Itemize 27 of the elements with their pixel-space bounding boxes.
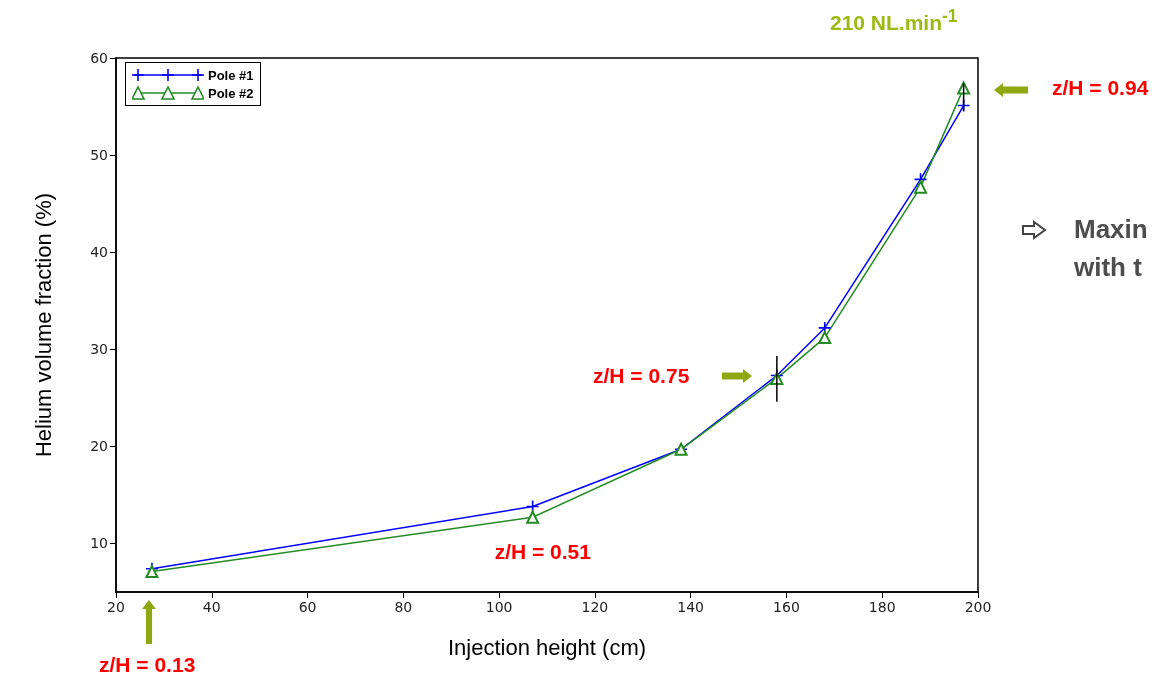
x-tick-label: 60 [298,599,317,615]
y-tick-label: 30 [90,341,108,358]
text: Maxin [1074,214,1148,245]
x-tick-label: 180 [868,599,896,615]
legend-label: Pole #2 [208,85,254,101]
text: z/H = 0.94 [1052,76,1149,100]
y-tick-label: 50 [90,147,108,164]
x-axis-title: Injection height (cm) [447,634,647,660]
legend-label: Pole #1 [208,67,254,83]
y-tick-label: 20 [90,438,108,455]
y-axis-title: Helium volume fraction (%) [30,192,56,458]
y-tick-label: 10 [90,535,108,552]
x-tick-label: 20 [107,599,125,615]
text: z/H = 0.13 [99,653,196,677]
x-tick-label: 80 [394,599,413,615]
annotation: z/H = 0.75 [593,364,690,388]
x-tick-label: 140 [677,599,705,615]
chart-title: 210 NL.min$^{-1}$ [830,6,958,35]
text: with t [1074,252,1142,283]
x-tick-label: 100 [485,599,513,615]
y-tick-label: 40 [90,244,108,261]
x-tick-label: 200 [964,599,992,615]
x-tick-label: 120 [581,599,609,615]
x-tick-label: 40 [202,599,221,615]
x-tick-label: 160 [773,599,800,615]
annotation: z/H = 0.51 [494,540,591,565]
y-tick-label: 60 [90,50,108,66]
